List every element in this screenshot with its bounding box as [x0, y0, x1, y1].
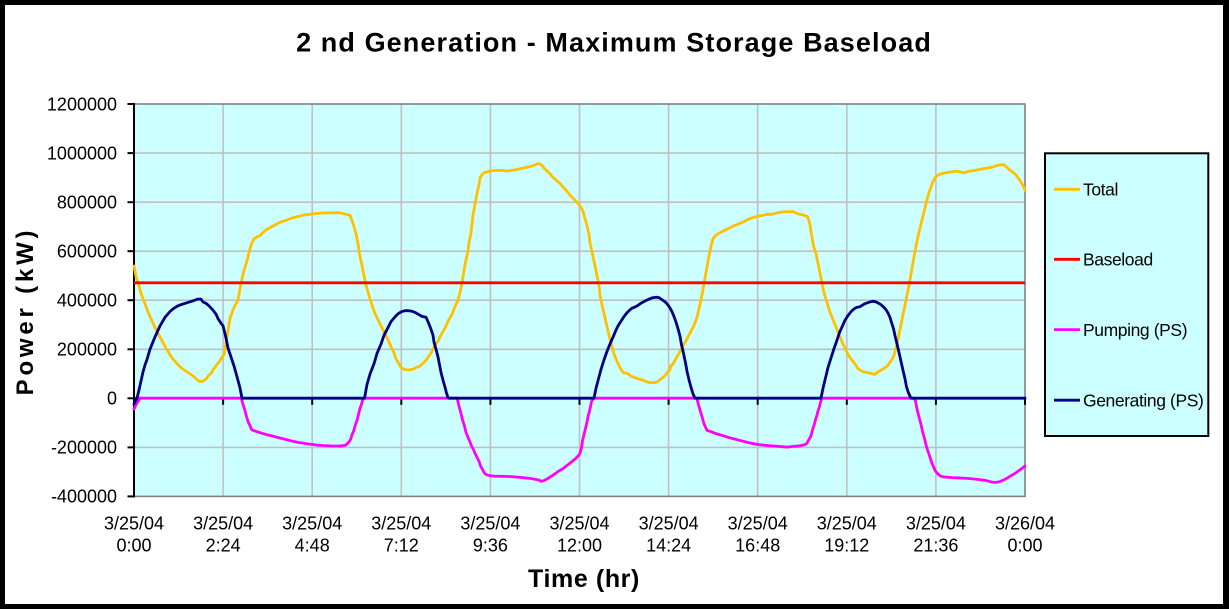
- svg-text:Power (kW): Power (kW): [12, 227, 39, 396]
- svg-text:1200000: 1200000: [47, 94, 117, 114]
- svg-text:Generating (PS): Generating (PS): [1083, 390, 1203, 410]
- svg-text:0:00: 0:00: [116, 535, 151, 555]
- svg-text:1000000: 1000000: [47, 143, 117, 163]
- svg-text:4:48: 4:48: [295, 535, 330, 555]
- svg-text:7:12: 7:12: [384, 535, 419, 555]
- svg-text:2:24: 2:24: [206, 535, 241, 555]
- svg-text:-400000: -400000: [51, 487, 117, 507]
- svg-text:400000: 400000: [57, 291, 117, 311]
- svg-text:800000: 800000: [57, 193, 117, 213]
- svg-text:Baseload: Baseload: [1083, 250, 1153, 270]
- svg-text:21:36: 21:36: [913, 535, 958, 555]
- svg-text:3/25/04: 3/25/04: [817, 513, 877, 533]
- svg-text:3/25/04: 3/25/04: [104, 513, 164, 533]
- svg-text:Pumping (PS): Pumping (PS): [1083, 320, 1187, 340]
- svg-text:-200000: -200000: [51, 438, 117, 458]
- svg-text:3/25/04: 3/25/04: [549, 513, 609, 533]
- svg-text:19:12: 19:12: [824, 535, 869, 555]
- svg-text:600000: 600000: [57, 242, 117, 262]
- svg-text:3/25/04: 3/25/04: [728, 513, 788, 533]
- svg-text:12:00: 12:00: [557, 535, 602, 555]
- svg-text:Total: Total: [1083, 180, 1118, 200]
- svg-text:2 nd Generation - Maximum Stor: 2 nd Generation - Maximum Storage Baselo…: [296, 28, 932, 58]
- svg-text:0:00: 0:00: [1007, 535, 1042, 555]
- svg-text:3/25/04: 3/25/04: [193, 513, 253, 533]
- svg-text:3/25/04: 3/25/04: [906, 513, 966, 533]
- svg-text:3/25/04: 3/25/04: [639, 513, 699, 533]
- svg-text:0: 0: [107, 389, 117, 409]
- svg-text:9:36: 9:36: [473, 535, 508, 555]
- svg-text:3/25/04: 3/25/04: [282, 513, 342, 533]
- svg-text:3/25/04: 3/25/04: [371, 513, 431, 533]
- svg-text:200000: 200000: [57, 340, 117, 360]
- svg-text:3/25/04: 3/25/04: [460, 513, 520, 533]
- svg-text:3/26/04: 3/26/04: [995, 513, 1055, 533]
- svg-text:Time (hr): Time (hr): [528, 565, 640, 593]
- svg-text:16:48: 16:48: [735, 535, 780, 555]
- svg-text:14:24: 14:24: [646, 535, 691, 555]
